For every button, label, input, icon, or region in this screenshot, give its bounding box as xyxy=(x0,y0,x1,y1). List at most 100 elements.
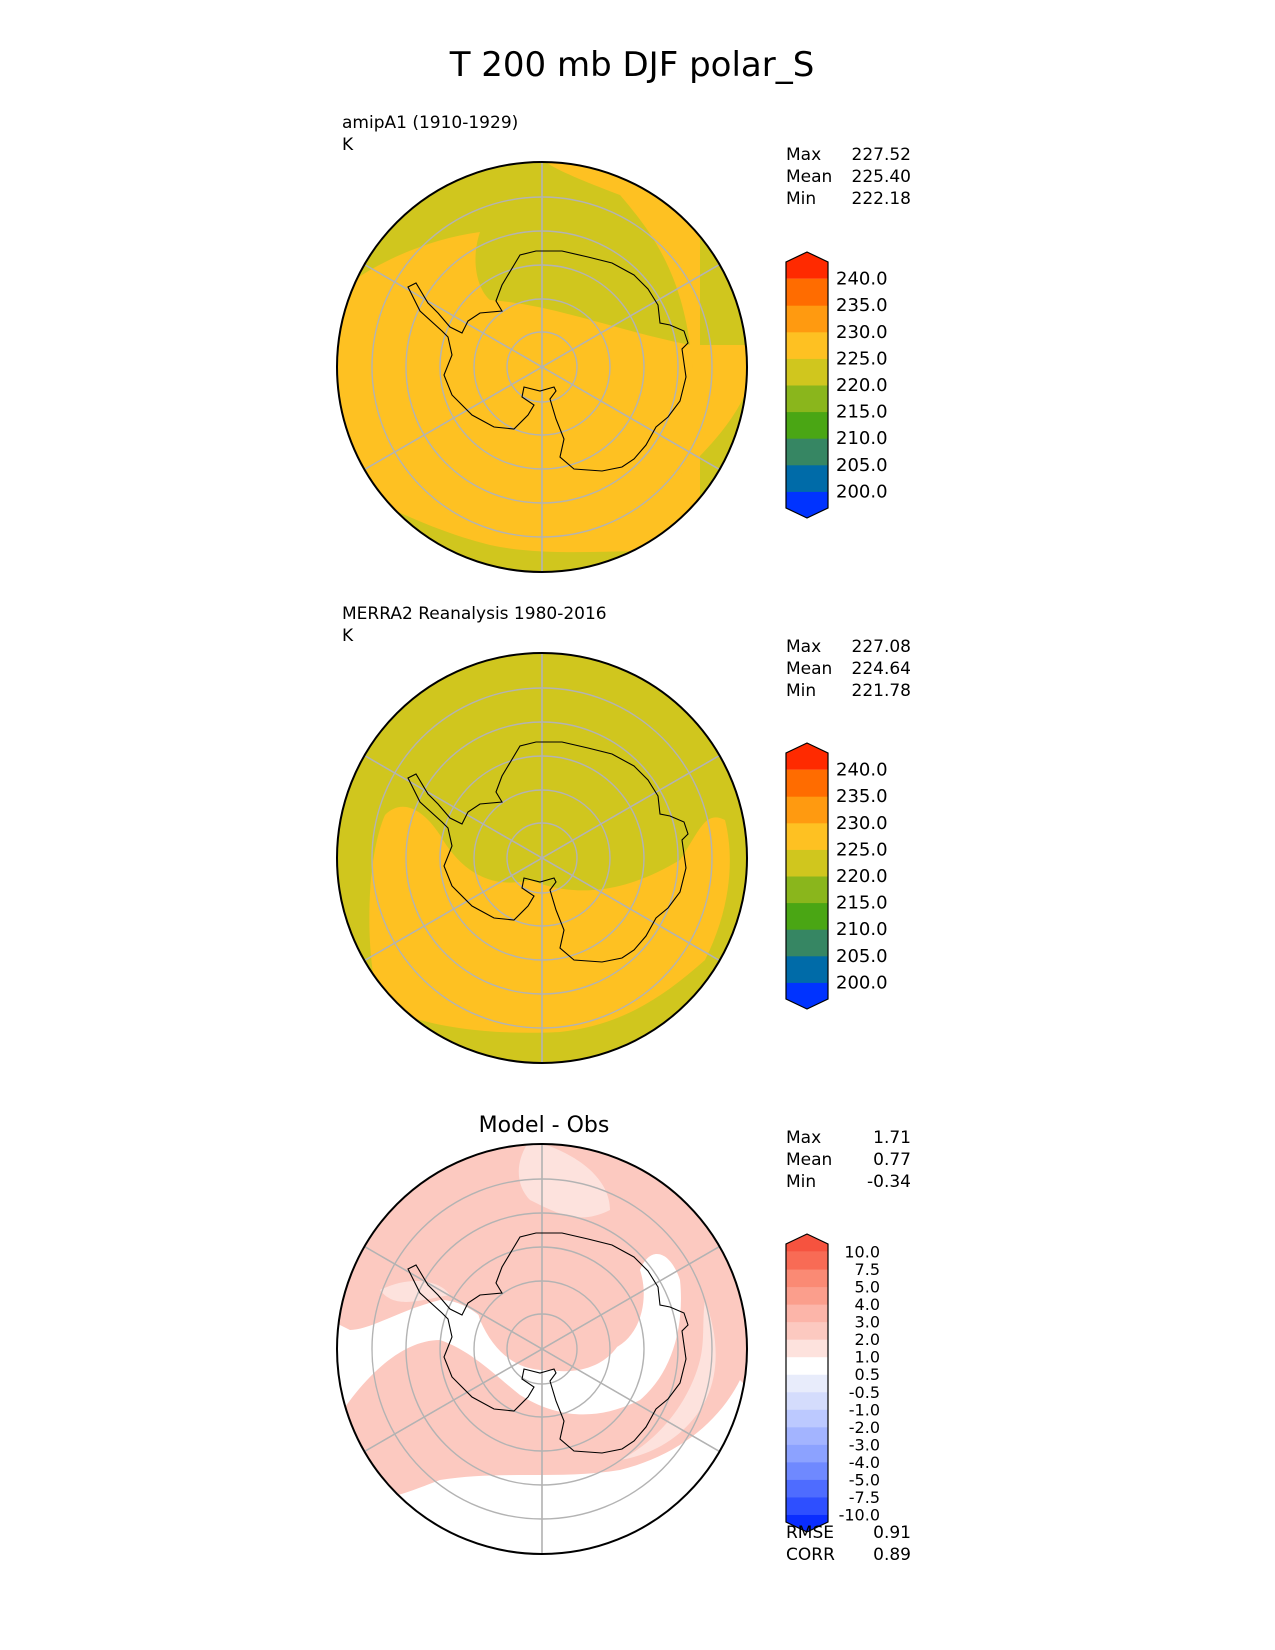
meridian-line xyxy=(364,263,720,471)
polar-map xyxy=(337,653,747,1063)
colorbar-tick-label: 7.5 xyxy=(855,1260,880,1279)
colorbar-segment xyxy=(786,1234,828,1252)
colorbar-tick-label: 210.0 xyxy=(836,919,888,940)
stat-label-mean: Mean xyxy=(786,167,832,187)
colorbar-segment xyxy=(786,1251,828,1270)
colorbar-tick-label: 2.0 xyxy=(855,1330,880,1349)
stat-value-max: 227.52 xyxy=(852,145,911,165)
colorbar-tick-label: 215.0 xyxy=(836,893,888,914)
stats-block: Max 227.52 Mean 225.40 Min 222.18 xyxy=(786,145,911,209)
colorbar-tick-label: -5.0 xyxy=(849,1470,880,1489)
colorbar-tick-label: -1.0 xyxy=(849,1400,880,1419)
map-region-warm-west xyxy=(337,300,390,420)
stat-value-min: -0.34 xyxy=(867,1172,911,1192)
colorbar-tick-label: -10.0 xyxy=(839,1505,880,1524)
colorbar-segment xyxy=(786,1444,828,1463)
colorbar-segment xyxy=(786,929,828,957)
stat-value-max: 1.71 xyxy=(873,1128,911,1148)
colorbar-segment xyxy=(786,1304,828,1323)
colorbar-tick-label: 230.0 xyxy=(836,322,888,343)
panel-title-left: amipA1 (1910-1929) xyxy=(342,113,518,133)
colorbar-tick-label: -4.0 xyxy=(849,1453,880,1472)
colorbar-tick-label: 5.0 xyxy=(855,1278,880,1297)
colorbar-segment xyxy=(786,491,828,518)
map-region-warm xyxy=(477,1251,625,1372)
colorbar-segment xyxy=(786,1356,828,1375)
colorbar-segment xyxy=(786,438,828,466)
colorbar-tick-label: 200.0 xyxy=(836,972,888,993)
stat-value-min: 222.18 xyxy=(852,189,911,209)
colorbar-segment xyxy=(786,305,828,333)
colorbar-tick-label: 1.0 xyxy=(855,1348,880,1367)
colorbar-segment xyxy=(786,358,828,386)
panel-model: amipA1 (1910-1929) K Max 227.52 Mean 225… xyxy=(336,113,911,573)
colorbar-tick-label: -3.0 xyxy=(849,1435,880,1454)
meridian-line xyxy=(364,754,720,962)
colorbar-tick-label: 200.0 xyxy=(836,481,888,502)
stat-label-mean: Mean xyxy=(786,659,832,679)
colorbar-segment xyxy=(786,1374,828,1393)
colorbar-segment xyxy=(786,1426,828,1445)
colorbar-tick-label: 0.5 xyxy=(855,1365,880,1384)
metric-value-corr: 0.89 xyxy=(873,1545,911,1565)
colorbar-tick-label: 240.0 xyxy=(836,269,888,290)
colorbar-segment xyxy=(786,278,828,306)
map-boundary xyxy=(336,161,748,573)
colorbar-tick-label: 235.0 xyxy=(836,295,888,316)
graticule xyxy=(337,162,747,572)
colorbar-tick-label: 240.0 xyxy=(836,760,888,781)
colorbar-segment xyxy=(786,982,828,1009)
stat-label-min: Min xyxy=(786,1172,816,1192)
colorbar-segment xyxy=(786,822,828,850)
panel-title-center: Model - Obs xyxy=(479,1113,610,1138)
colorbar-segment xyxy=(786,385,828,413)
colorbar-segment xyxy=(786,769,828,797)
colorbar-segment xyxy=(786,252,828,279)
colorbar-segment xyxy=(786,902,828,930)
polar-map xyxy=(337,1144,747,1554)
colorbar-segment xyxy=(786,1479,828,1498)
metrics-block: RMSE 0.91 CORR 0.89 xyxy=(786,1523,911,1565)
map-region-warm xyxy=(369,806,730,1033)
colorbar-tick-label: -0.5 xyxy=(849,1383,880,1402)
colorbar: -10.0-7.5-5.0-4.0-3.0-2.0-1.0-0.50.51.02… xyxy=(785,1233,880,1533)
stat-label-min: Min xyxy=(786,681,816,701)
colorbar-tick-label: 10.0 xyxy=(844,1243,880,1262)
colorbar-segment xyxy=(786,849,828,877)
stats-block: Max 1.71 Mean 0.77 Min -0.34 xyxy=(786,1128,911,1192)
antarctica-coastline xyxy=(407,1232,689,1454)
colorbar-segment xyxy=(786,411,828,439)
colorbar-tick-label: 4.0 xyxy=(855,1295,880,1314)
map-boundary xyxy=(336,652,748,1064)
colorbar-segment xyxy=(786,331,828,359)
stat-label-max: Max xyxy=(786,637,821,657)
colorbar-outline xyxy=(785,251,829,519)
meridian-line xyxy=(364,1245,720,1453)
panel-units: K xyxy=(342,135,354,155)
stat-value-max: 227.08 xyxy=(852,637,911,657)
colorbar-segment xyxy=(786,1286,828,1305)
map-region-light xyxy=(380,1144,716,1460)
map-boundary xyxy=(336,1143,748,1555)
colorbar-tick-label: 235.0 xyxy=(836,786,888,807)
colorbar-tick-label: -7.5 xyxy=(849,1488,880,1507)
antarctica-coastline xyxy=(407,741,689,963)
panel-difference: Model - Obs Max 1.71 Mean 0.77 Min -0.34… xyxy=(336,1113,911,1565)
metric-label-rmse: RMSE xyxy=(786,1523,834,1543)
colorbar-tick-label: 215.0 xyxy=(836,402,888,423)
panel-title-left: MERRA2 Reanalysis 1980-2016 xyxy=(342,604,607,624)
colorbar-tick-label: 220.0 xyxy=(836,866,888,887)
colorbar-segment xyxy=(786,464,828,492)
colorbar-segment xyxy=(786,1269,828,1288)
colorbar-segment xyxy=(786,1496,828,1515)
panel-units: K xyxy=(342,626,354,646)
colorbar-tick-label: -2.0 xyxy=(849,1418,880,1437)
colorbar-segment xyxy=(786,1461,828,1480)
colorbar-segment xyxy=(786,1514,828,1532)
stat-label-max: Max xyxy=(786,1128,821,1148)
polar-map xyxy=(337,162,747,572)
colorbar-segment xyxy=(786,1339,828,1358)
stat-label-mean: Mean xyxy=(786,1150,832,1170)
graticule xyxy=(337,1144,747,1554)
